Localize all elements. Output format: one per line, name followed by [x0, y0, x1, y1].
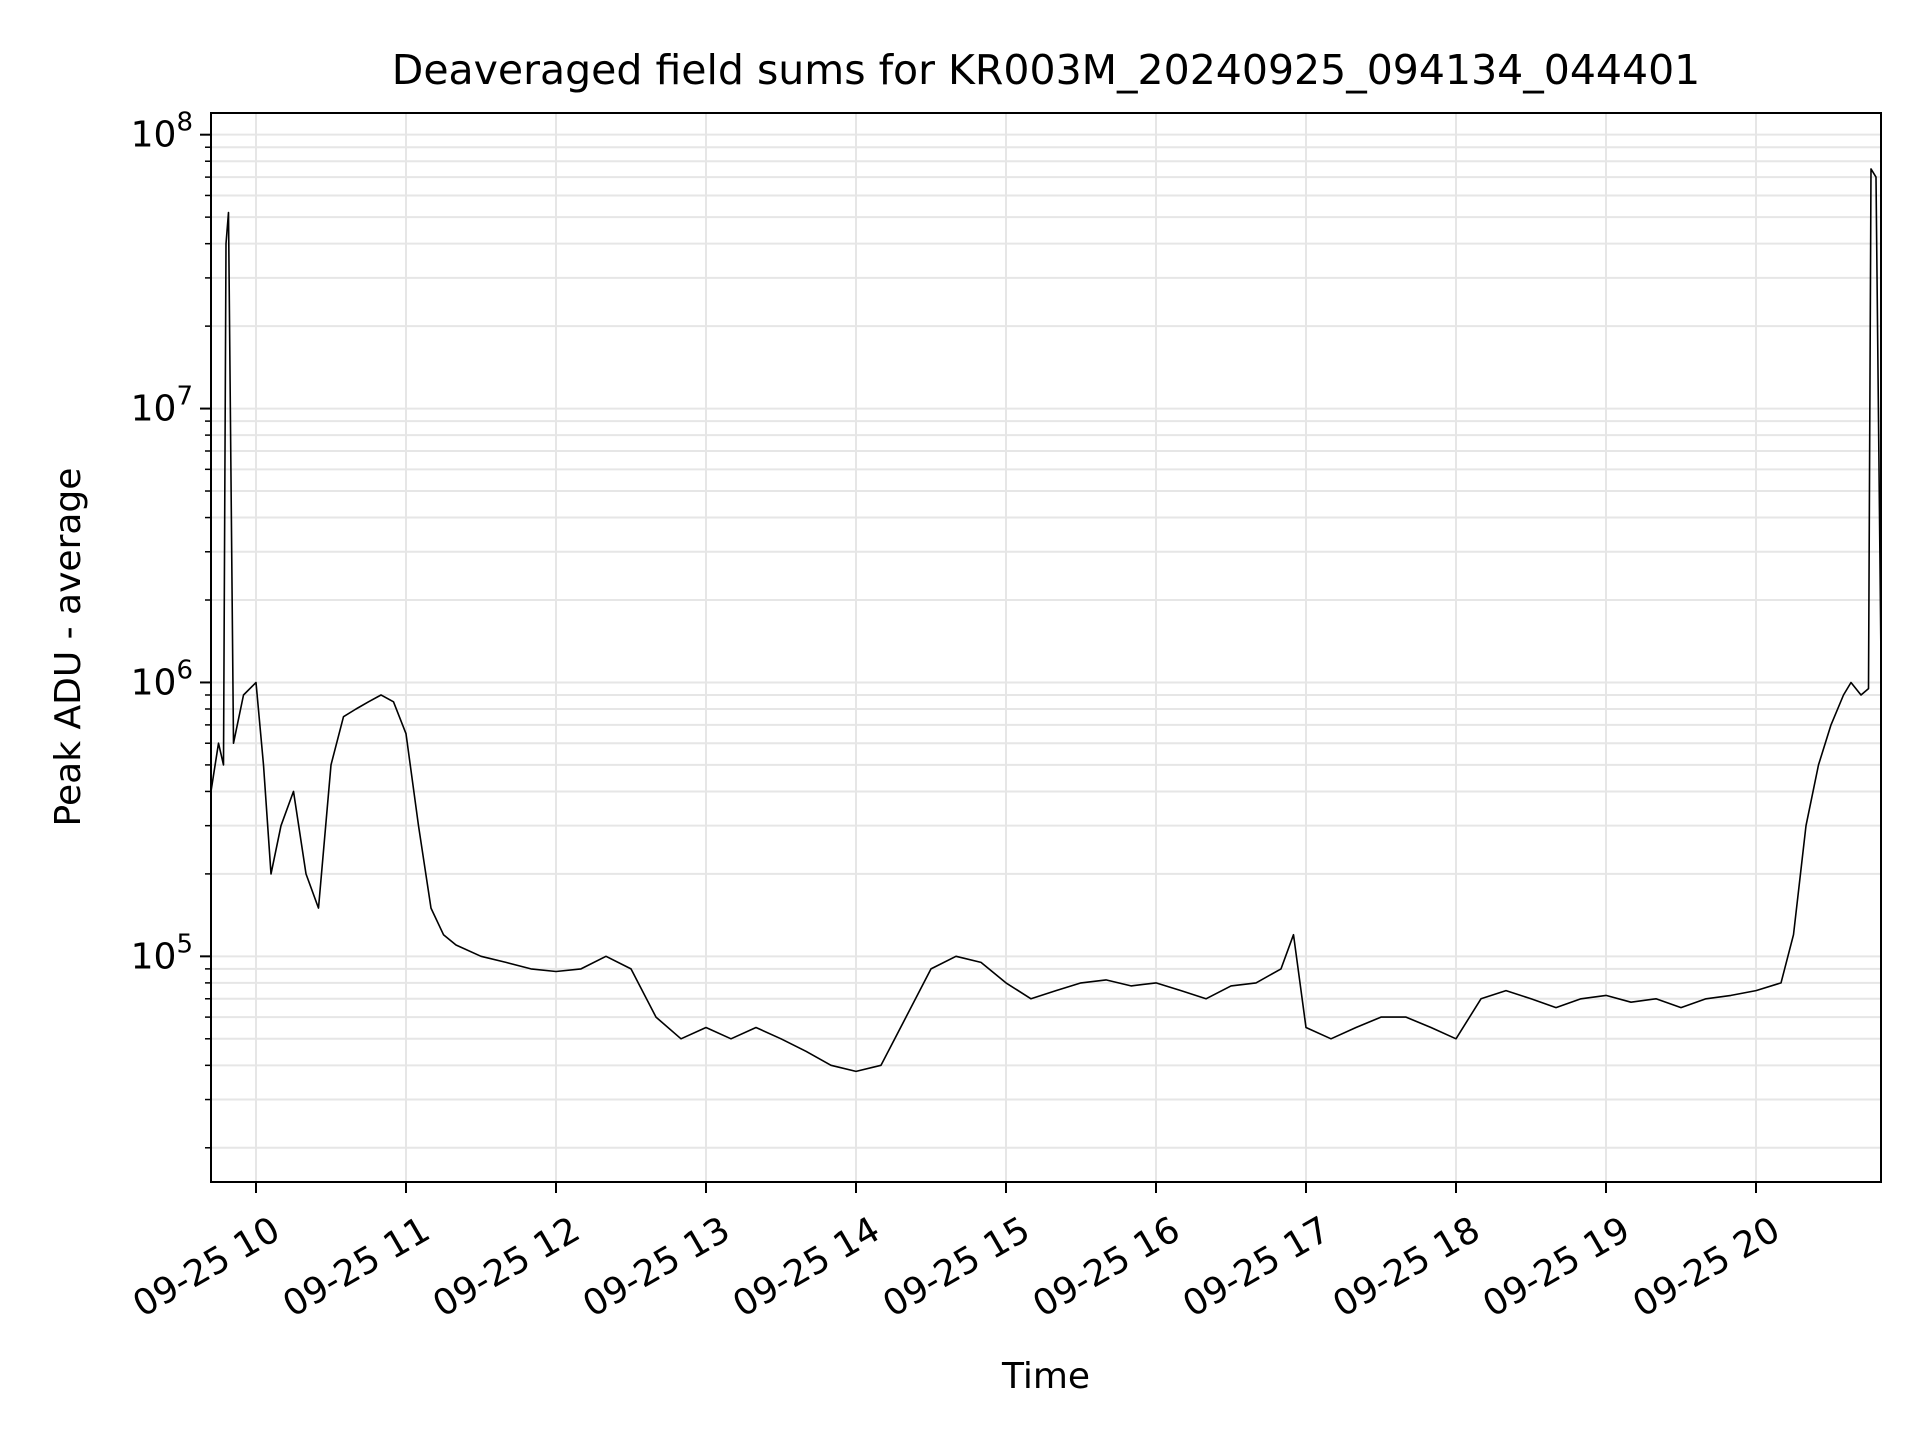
plot-frame	[210, 112, 1882, 1183]
x-tick-label: 09-25 18	[1326, 1209, 1487, 1325]
series-layer	[210, 168, 1882, 1073]
x-tick-label: 09-25 12	[426, 1209, 587, 1325]
y-tick-label: 107	[131, 382, 193, 430]
y-tick-label: 105	[131, 929, 193, 977]
x-tick-label: 09-25 20	[1626, 1209, 1787, 1325]
x-tick-label: 09-25 14	[726, 1209, 887, 1325]
x-tick-label: 09-25 19	[1476, 1209, 1637, 1325]
x-tick-label: 09-25 15	[876, 1209, 1037, 1325]
x-tick-label: 09-25 11	[276, 1209, 437, 1325]
y-tick-label: 108	[131, 108, 193, 156]
series-line	[210, 168, 1882, 1073]
y-tick-label: 106	[131, 655, 193, 703]
grid-lines	[211, 113, 1881, 1182]
x-tick-label: 09-25 16	[1026, 1209, 1187, 1325]
x-tick-label: 09-25 17	[1176, 1209, 1337, 1325]
y-axis: 105 106 107 108	[131, 108, 211, 1149]
x-tick-label: 09-25 13	[576, 1209, 737, 1325]
y-axis-label: Peak ADU - average	[48, 468, 89, 827]
x-tick-label: 09-25 10	[126, 1209, 287, 1325]
x-axis-label: Time	[1001, 1356, 1090, 1397]
chart-title: Deaveraged field sums for KR003M_2024092…	[392, 46, 1701, 94]
